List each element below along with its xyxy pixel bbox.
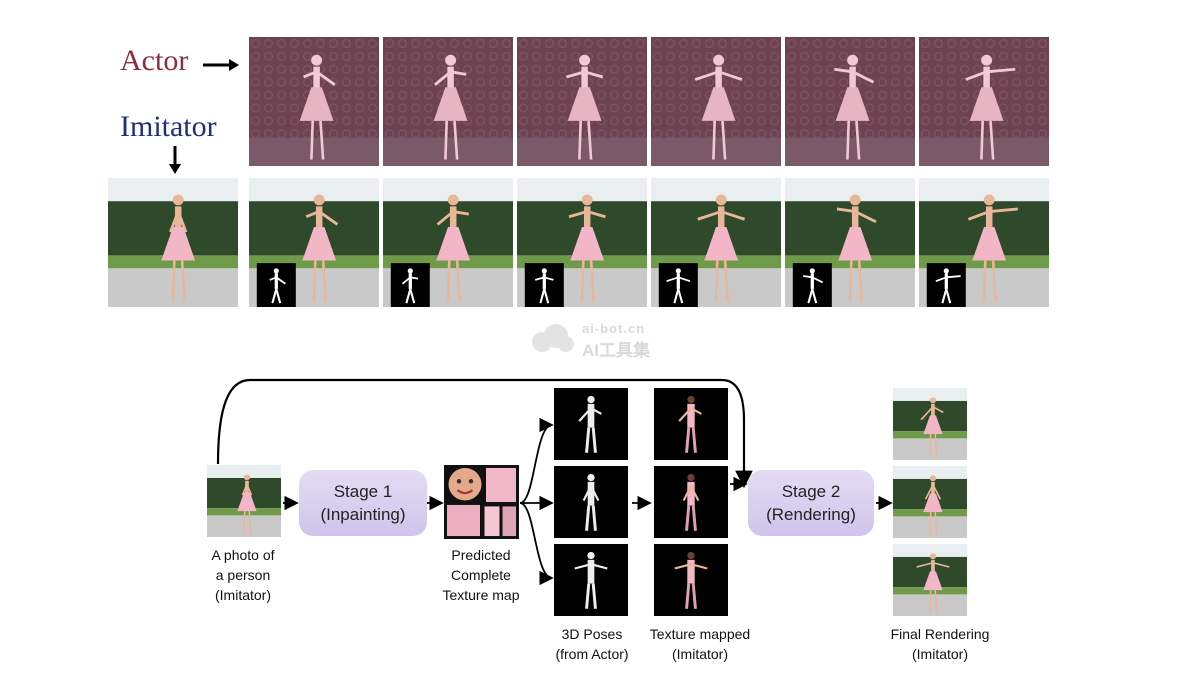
texture-map-image bbox=[444, 465, 519, 539]
actor-frame bbox=[651, 37, 781, 166]
arrow-right-icon bbox=[203, 59, 239, 71]
input-photo bbox=[207, 465, 281, 537]
imitator-frame bbox=[249, 178, 379, 307]
actor-frame bbox=[517, 37, 647, 166]
stage1-box: Stage 1 (Inpainting) bbox=[299, 470, 427, 536]
skip-connection-arrow bbox=[216, 378, 753, 489]
stage1-title: Stage 1 bbox=[333, 482, 393, 501]
pose-image bbox=[554, 388, 628, 460]
actor-frame bbox=[785, 37, 915, 166]
arrow-down-icon bbox=[169, 146, 181, 174]
poses-caption: 3D Poses (from Actor) bbox=[555, 626, 629, 662]
final-caption: Final Rendering (Imitator) bbox=[890, 626, 990, 662]
texture-mapped-image bbox=[654, 466, 728, 538]
actor-frame bbox=[919, 37, 1049, 166]
pose-image bbox=[554, 544, 628, 616]
pose-image bbox=[554, 466, 628, 538]
mapped-caption: Texture mapped (Imitator) bbox=[649, 626, 751, 662]
texture-mapped-image bbox=[654, 544, 728, 616]
texture-caption: Predicted Complete Texture map bbox=[442, 547, 520, 603]
imitator-frame bbox=[517, 178, 647, 307]
arrow-texture-pose3 bbox=[519, 502, 554, 586]
watermark-site: ai-bot.cn bbox=[582, 321, 646, 336]
imitator-frame bbox=[383, 178, 513, 307]
imitator-frame bbox=[651, 178, 781, 307]
arrow-texture-pose1 bbox=[519, 417, 554, 504]
imitator-frame bbox=[785, 178, 915, 307]
stage2-subtitle: (Rendering) bbox=[766, 505, 856, 524]
final-rendering-image bbox=[893, 544, 967, 616]
input-caption: A photo of a person (Imitator) bbox=[211, 547, 275, 603]
imitator-frame bbox=[919, 178, 1049, 307]
actor-frame bbox=[383, 37, 513, 166]
final-rendering-image bbox=[893, 466, 967, 538]
imitator-source-photo bbox=[108, 178, 238, 307]
stage1-subtitle: (Inpainting) bbox=[320, 505, 406, 524]
watermark-name: AI工具集 bbox=[582, 341, 650, 360]
actor-frame bbox=[249, 37, 379, 166]
stage2-box: Stage 2 (Rendering) bbox=[748, 470, 874, 536]
texture-mapped-image bbox=[654, 388, 728, 460]
actor-label: Actor bbox=[120, 44, 189, 77]
stage2-title: Stage 2 bbox=[781, 482, 841, 501]
watermark-logo-icon bbox=[532, 324, 574, 352]
imitator-label: Imitator bbox=[120, 110, 217, 143]
final-rendering-image bbox=[893, 388, 967, 460]
